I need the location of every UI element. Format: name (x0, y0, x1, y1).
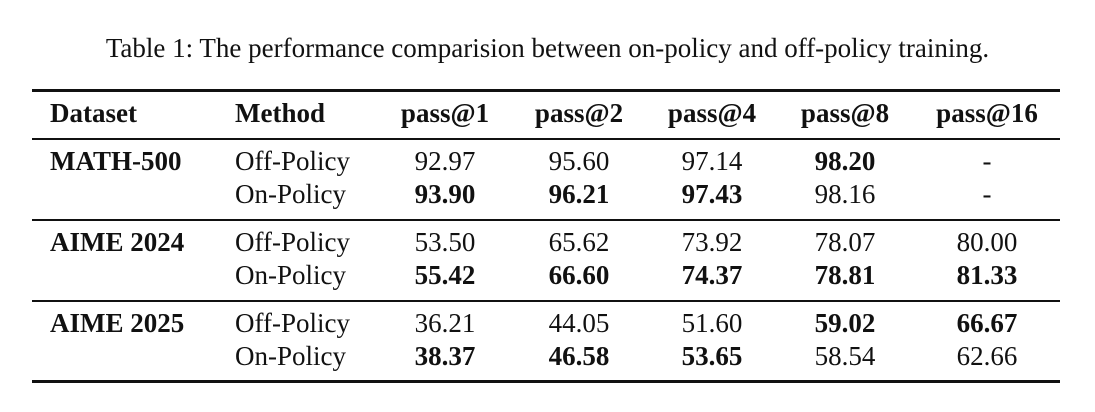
table-cell: 66.67 (956, 308, 1018, 338)
table-cell: 74.37 (681, 260, 743, 290)
method-label: On-Policy (235, 341, 346, 371)
table-cell: 78.81 (814, 260, 876, 290)
table-cell: - (982, 179, 992, 209)
column-header: Dataset (50, 98, 137, 128)
table-cell: 66.60 (548, 260, 610, 290)
method-label: Off-Policy (235, 146, 350, 176)
table-cell: 93.90 (414, 179, 476, 209)
table-cell: 38.37 (414, 341, 476, 371)
table-cell: 51.60 (681, 308, 743, 338)
table-cell: 95.60 (548, 146, 610, 176)
table-cell: 65.62 (548, 227, 610, 257)
table-cell: 59.02 (814, 308, 876, 338)
table-cell: 36.21 (414, 308, 476, 338)
table-cell: - (982, 146, 992, 176)
table-caption: Table 1: The performance comparision bet… (105, 33, 990, 63)
table-cell: 98.16 (814, 179, 876, 209)
table-cell: 80.00 (956, 227, 1018, 257)
table-cell: 44.05 (548, 308, 610, 338)
table-cell: 96.21 (548, 179, 610, 209)
table-cell: 53.50 (414, 227, 476, 257)
table-cell: 53.65 (681, 341, 743, 371)
column-header: pass@16 (936, 98, 1038, 128)
column-header: pass@4 (667, 98, 757, 128)
group-separator-rule (32, 219, 1060, 221)
group-separator-rule (32, 300, 1060, 302)
table-cell: 97.14 (681, 146, 743, 176)
table-cell: 55.42 (414, 260, 476, 290)
table-cell: 81.33 (956, 260, 1018, 290)
table-cell: 58.54 (814, 341, 876, 371)
table-cell: 62.66 (956, 341, 1018, 371)
dataset-label: AIME 2025 (50, 308, 185, 338)
column-header: pass@1 (400, 98, 490, 128)
table-cell: 46.58 (548, 341, 610, 371)
table-cell: 97.43 (681, 179, 743, 209)
table-cell: 98.20 (814, 146, 876, 176)
table-cell: 73.92 (681, 227, 743, 257)
column-header: pass@8 (800, 98, 890, 128)
top-rule (32, 89, 1060, 92)
column-header: Method (235, 98, 325, 128)
method-label: On-Policy (235, 179, 346, 209)
column-header: pass@2 (534, 98, 624, 128)
dataset-label: MATH-500 (50, 146, 182, 176)
method-label: Off-Policy (235, 308, 350, 338)
header-rule (32, 138, 1060, 140)
dataset-label: AIME 2024 (50, 227, 185, 257)
bottom-rule (32, 380, 1060, 383)
method-label: On-Policy (235, 260, 346, 290)
table-cell: 78.07 (814, 227, 876, 257)
method-label: Off-Policy (235, 227, 350, 257)
table-cell: 92.97 (414, 146, 476, 176)
